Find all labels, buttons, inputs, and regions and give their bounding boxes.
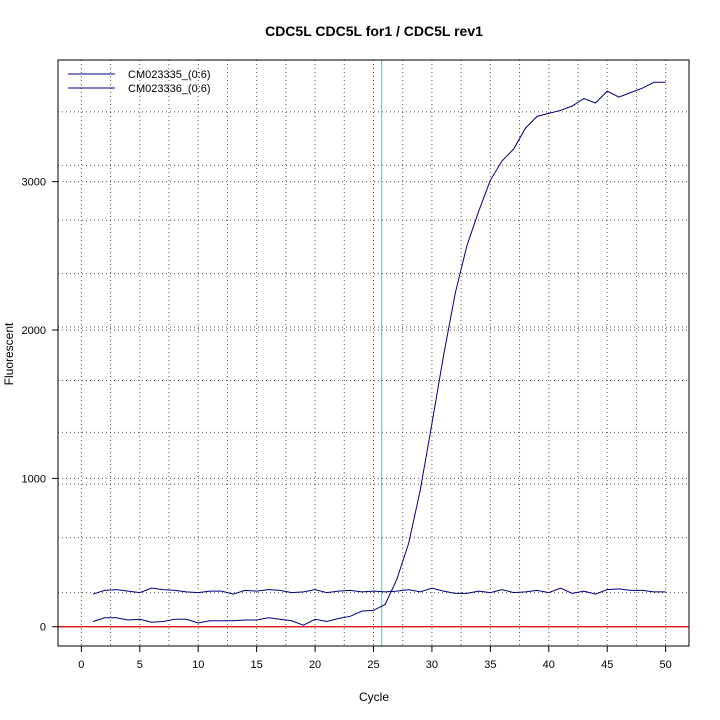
y-tick-label: 1000: [22, 473, 46, 485]
x-tick-label: 35: [484, 659, 496, 671]
y-tick-label: 0: [40, 622, 46, 634]
x-tick-label: 0: [78, 659, 84, 671]
series-line-2: [92, 587, 666, 595]
x-tick-label: 10: [192, 659, 204, 671]
x-tick-label: 25: [367, 659, 379, 671]
x-tick-label: 5: [137, 659, 143, 671]
x-axis-label: Cycle: [359, 690, 389, 704]
legend: CM023335_(0:6) CM023336_(0:6): [68, 69, 211, 95]
x-tick-label: 45: [601, 659, 613, 671]
x-axis: 0 5 10 15 20 25 30 35 40 45 50: [78, 646, 672, 671]
x-tick-label: 40: [543, 659, 555, 671]
y-axis: 0 1000 2000 3000: [22, 177, 58, 634]
legend-label-1: CM023335_(0:6): [128, 69, 211, 81]
legend-label-2: CM023336_(0:6): [128, 83, 211, 95]
y-tick-label: 2000: [22, 325, 46, 337]
plot-frame: [57, 59, 690, 647]
x-tick-label: 30: [426, 659, 438, 671]
grid: [58, 60, 689, 646]
series-group: [92, 81, 666, 626]
y-tick-label: 3000: [22, 177, 46, 189]
x-tick-label: 50: [660, 659, 672, 671]
y-axis-label: Fluorescent: [2, 322, 16, 385]
reference-lines: [58, 60, 689, 646]
chart-title: CDC5L CDC5L for1 / CDC5L rev1: [265, 23, 483, 39]
series-line-1: [92, 81, 666, 626]
x-tick-label: 15: [251, 659, 263, 671]
x-tick-label: 20: [309, 659, 321, 671]
